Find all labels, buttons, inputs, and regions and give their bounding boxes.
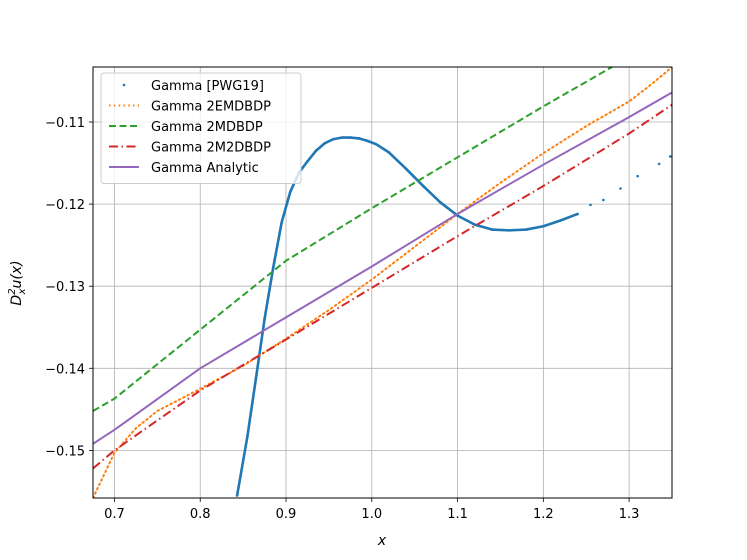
series-gamma-pwg19-point	[559, 219, 562, 222]
series-gamma-pwg19-point	[235, 494, 239, 497]
x-tick-label: 1.0	[361, 507, 382, 522]
x-tick-label: 0.8	[190, 507, 211, 522]
legend: Gamma [PWG19] Gamma 2EMDBDP Gamma 2MDBDP Ga…	[100, 72, 302, 184]
x-tick-label: 1.2	[533, 507, 554, 522]
series-gamma-pwg19-point	[246, 435, 249, 438]
y-tick-label: −0.11	[45, 116, 85, 131]
series-gamma-pwg19-point	[657, 162, 661, 166]
series-gamma-pwg19-point	[288, 190, 292, 194]
series-gamma-pwg19-point	[507, 229, 511, 232]
series-gamma-pwg19-point	[542, 224, 545, 228]
series-gamma-pwg19-point	[263, 317, 266, 321]
series-gamma-pwg19-point	[340, 136, 344, 139]
series-layer	[93, 67, 672, 498]
series-gamma-pwg19-point	[576, 212, 579, 216]
series-gamma-pwg19-point	[589, 203, 592, 207]
series-line-gamma-2m2dbdp	[93, 103, 672, 470]
legend-marker	[122, 83, 126, 87]
series-gamma-pwg19-point	[323, 142, 326, 145]
legend-label: Gamma Analytic	[151, 161, 259, 176]
series-gamma-pwg19-point	[619, 187, 622, 190]
series-gamma-pwg19-point	[473, 223, 477, 226]
y-tick-label: −0.13	[45, 280, 85, 295]
legend-label: Gamma 2EMDBDP	[151, 100, 271, 115]
series-gamma-pwg19-point	[331, 137, 335, 141]
x-tick-label: 0.9	[276, 507, 297, 522]
series-gamma-pwg19-point	[636, 174, 639, 178]
series-gamma-pwg19-point	[366, 139, 369, 143]
series-gamma-pwg19-point	[439, 201, 442, 204]
series-gamma-pwg19-point	[306, 160, 309, 163]
series-gamma-pwg19-point	[421, 184, 425, 188]
series-gamma-pwg19-point	[387, 151, 391, 154]
series-gamma-pwg19-point	[668, 155, 672, 158]
series-gamma-pwg19-point	[490, 228, 494, 231]
y-tick-label: −0.12	[45, 198, 85, 213]
series-gamma-pwg19-point	[349, 136, 352, 139]
series-gamma-pwg19-point	[374, 142, 378, 146]
legend-label: Gamma 2M2DBDP	[151, 141, 271, 156]
ticks: 0.7 0.8 0.9 1.0 1.1 1.2 1.3 −0.15 −0.14 −0.13 −0.1…	[45, 116, 639, 522]
series-gamma-pwg19-point	[280, 220, 284, 224]
x-tick-label: 1.1	[447, 507, 468, 522]
series-line-gamma-2mdbdp	[93, 67, 613, 412]
series-gamma-pwg19-point	[357, 137, 361, 140]
series-gamma-pwg19-point	[602, 198, 605, 202]
plot-frame	[92, 66, 673, 499]
legend-label: Gamma 2MDBDP	[151, 120, 263, 135]
x-axis-label: x	[377, 533, 387, 549]
series-line-gamma-2emdbdp	[93, 67, 672, 498]
series-gamma-pwg19-point	[404, 167, 408, 171]
legend-box	[100, 72, 302, 184]
series-gamma-pwg19-point	[254, 376, 258, 380]
series-gamma-pwg19-point	[524, 228, 528, 231]
series-gamma-pwg19-point	[314, 149, 318, 153]
x-tick-label: 0.7	[104, 507, 125, 522]
series-line-gamma-analytic	[93, 91, 672, 445]
x-tick-label: 1.3	[619, 507, 640, 522]
legend-label: Gamma [PWG19]	[151, 79, 264, 94]
y-axis-label: D2xu(x)	[7, 260, 28, 305]
y-tick-label: −0.14	[45, 362, 85, 377]
series-gamma-pwg19-point	[271, 266, 275, 270]
y-tick-label: −0.15	[45, 444, 85, 459]
